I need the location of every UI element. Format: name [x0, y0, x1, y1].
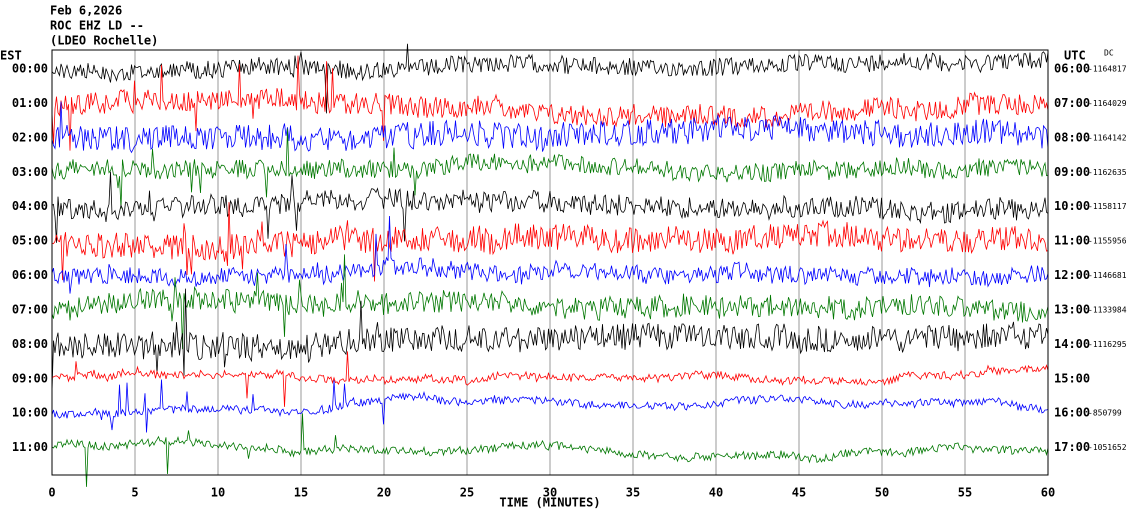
x-tick-label: 50	[875, 486, 889, 500]
dc-value: -1051652	[1088, 443, 1127, 452]
x-tick-label: 0	[48, 486, 55, 500]
x-tick-label: 10	[211, 486, 225, 500]
left-label: EST	[0, 49, 22, 63]
est-label: 02:00	[12, 130, 48, 144]
trace	[51, 215, 1049, 294]
traces	[51, 43, 1049, 487]
trace	[51, 413, 1049, 487]
utc-label: 12:00	[1054, 268, 1090, 282]
dc-value: -1133984	[1088, 305, 1127, 314]
est-label: 01:00	[12, 96, 48, 110]
x-tick-label: 60	[1041, 486, 1055, 500]
est-label: 04:00	[12, 199, 48, 213]
dc-value: -1164142	[1088, 133, 1127, 142]
trace	[51, 351, 1049, 407]
trace	[51, 379, 1049, 433]
x-tick-label: 30	[543, 486, 557, 500]
utc-label: 11:00	[1054, 234, 1090, 248]
est-label: 07:00	[12, 302, 48, 316]
utc-label: 17:00	[1054, 440, 1090, 454]
est-label: 00:00	[12, 62, 48, 76]
utc-label: 07:00	[1054, 96, 1090, 110]
est-label: 09:00	[12, 371, 48, 385]
dc-value: -1155956	[1088, 237, 1127, 246]
x-tick-label: 25	[460, 486, 474, 500]
trace	[51, 128, 1049, 209]
right-label: UTC	[1064, 49, 1086, 63]
dc-label: DC	[1104, 49, 1114, 58]
trace	[51, 55, 1049, 151]
x-tick-label: 15	[294, 486, 308, 500]
x-tick-label: 40	[709, 486, 723, 500]
est-label: 03:00	[12, 165, 48, 179]
x-tick-label: 5	[131, 486, 138, 500]
utc-label: 16:00	[1054, 406, 1090, 420]
utc-label: 14:00	[1054, 337, 1090, 351]
dc-value: -1162635	[1088, 168, 1127, 177]
trace	[51, 101, 1049, 154]
est-label: 08:00	[12, 337, 48, 351]
date: Feb 6,2026	[50, 4, 122, 18]
x-tick-label: 20	[377, 486, 391, 500]
dc-value: -1116295	[1088, 340, 1127, 349]
site: (LDEO Rochelle)	[50, 34, 158, 48]
est-label: 10:00	[12, 406, 48, 420]
plot-frame	[51, 49, 1049, 476]
x-tick-label: 35	[626, 486, 640, 500]
dc-value: -1164029	[1088, 99, 1127, 108]
trace	[51, 254, 1049, 350]
dc-value: -1158117	[1088, 202, 1127, 211]
utc-label: 06:00	[1054, 62, 1090, 76]
trace	[51, 171, 1049, 243]
utc-label: 08:00	[1054, 130, 1090, 144]
trace	[51, 202, 1049, 282]
dc-value: -1146681	[1088, 271, 1127, 280]
trace	[51, 288, 1049, 393]
utc-label: 15:00	[1054, 371, 1090, 385]
station: ROC EHZ LD --	[50, 19, 144, 33]
utc-label: 09:00	[1054, 165, 1090, 179]
utc-label: 13:00	[1054, 302, 1090, 316]
utc-label: 10:00	[1054, 199, 1090, 213]
est-label: 11:00	[12, 440, 48, 454]
est-label: 06:00	[12, 268, 48, 282]
x-tick-label: 45	[792, 486, 806, 500]
trace	[51, 43, 1049, 114]
dc-value: -1164817	[1088, 65, 1127, 74]
est-label: 05:00	[12, 234, 48, 248]
x-tick-label: 55	[958, 486, 972, 500]
dc-value: -850799	[1088, 409, 1122, 418]
x-axis-label: TIME (MINUTES)	[499, 496, 600, 510]
